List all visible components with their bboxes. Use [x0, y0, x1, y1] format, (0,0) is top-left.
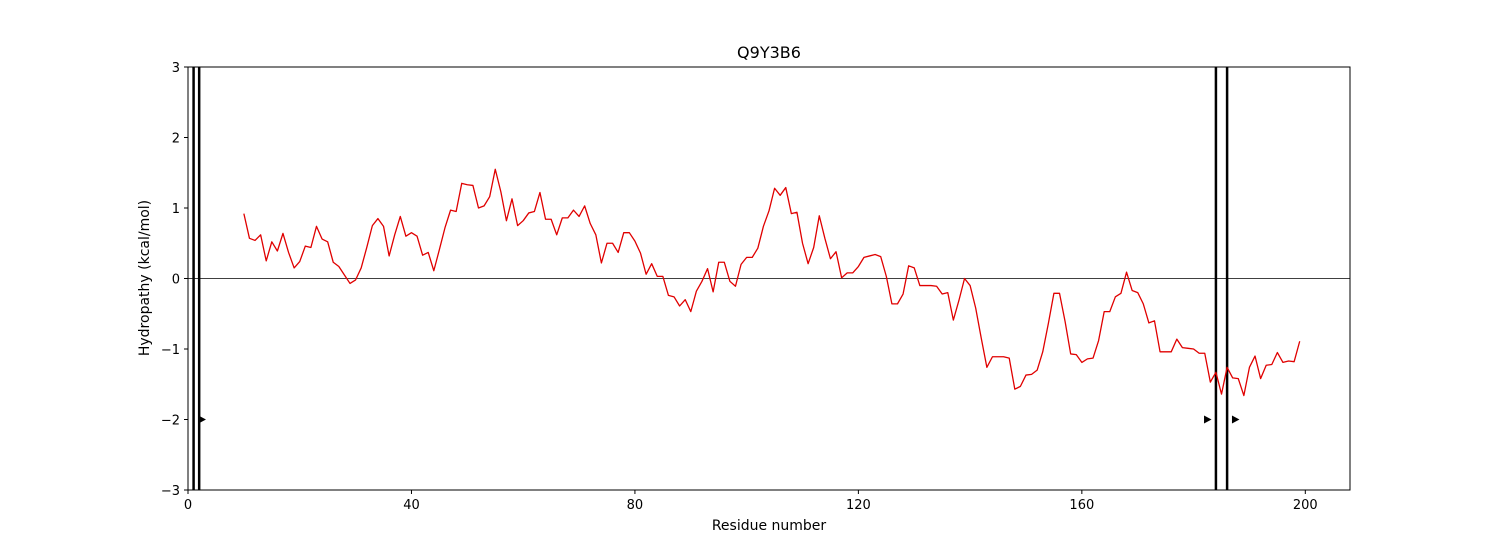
- x-axis-label: Residue number: [712, 518, 827, 534]
- x-tick-label: 80: [627, 498, 644, 513]
- y-tick-label: −3: [161, 484, 180, 499]
- y-tick-label: 1: [172, 202, 180, 217]
- x-tick-label: 200: [1293, 498, 1318, 513]
- y-tick-label: 0: [172, 273, 180, 288]
- y-axis-label: Hydropathy (kcal/mol): [137, 200, 153, 356]
- x-tick-label: 40: [403, 498, 420, 513]
- plot-frame: [187, 66, 1351, 491]
- triangle-marker: [198, 415, 206, 424]
- triangle-marker: [1204, 415, 1212, 424]
- hydropathy-line: [243, 168, 1301, 397]
- x-tick-label: 0: [184, 498, 192, 513]
- y-tick-label: 2: [172, 132, 180, 147]
- chart-title: Q9Y3B6: [737, 43, 801, 62]
- y-tick-label: −2: [161, 414, 180, 429]
- x-tick-label: 120: [846, 498, 871, 513]
- y-tick-label: −1: [161, 343, 180, 358]
- y-tick-label: 3: [172, 61, 180, 76]
- plot-area: 0 40 80 120 160 200 −3 −2 −1 0 1 2 3: [161, 61, 1350, 513]
- x-tick-label: 160: [1069, 498, 1094, 513]
- triangle-marker: [1231, 415, 1240, 424]
